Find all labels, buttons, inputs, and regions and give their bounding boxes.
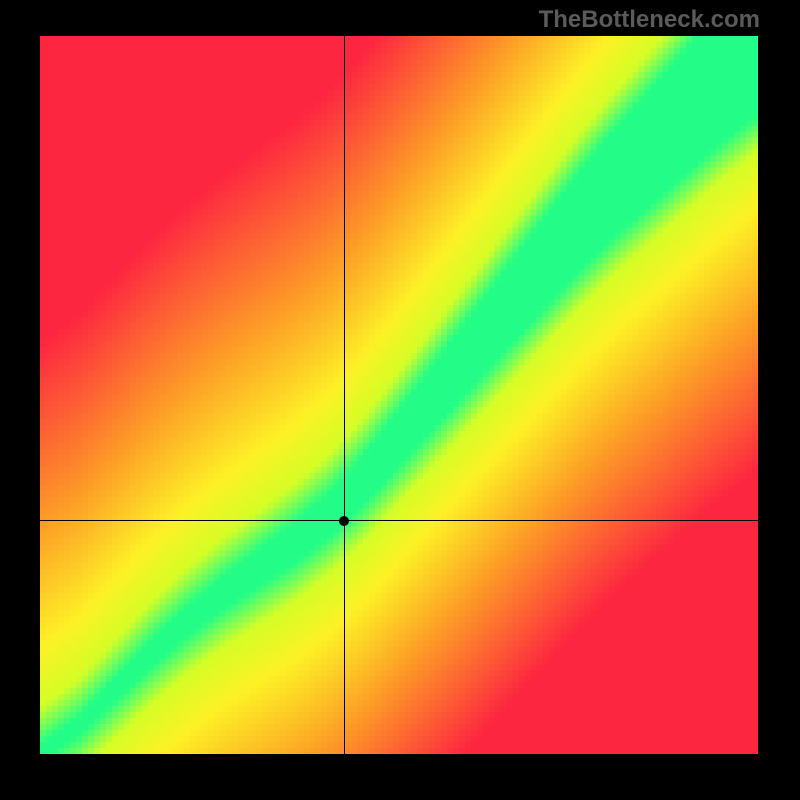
crosshair-horizontal [40,520,758,521]
bottleneck-heatmap [40,36,758,754]
crosshair-vertical [344,36,345,754]
heatmap-canvas [40,36,758,754]
watermark-text: TheBottleneck.com [539,6,760,34]
